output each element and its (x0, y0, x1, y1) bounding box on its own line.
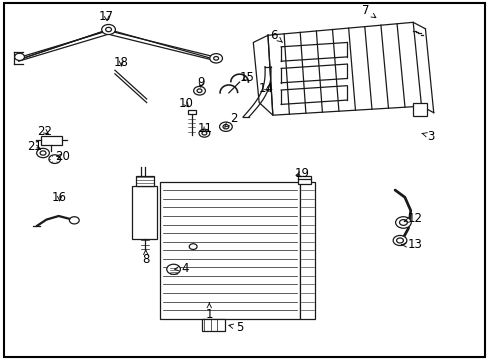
Text: 15: 15 (239, 71, 254, 84)
Bar (299, 182, 315, 319)
Circle shape (102, 24, 115, 35)
Circle shape (105, 27, 111, 32)
Circle shape (69, 217, 79, 224)
Text: 2: 2 (224, 112, 237, 127)
Text: 13: 13 (401, 238, 421, 251)
Text: 20: 20 (55, 150, 70, 163)
Bar (160, 182, 299, 319)
Text: 10: 10 (178, 97, 193, 110)
Text: 4: 4 (174, 262, 188, 275)
Bar (132, 186, 157, 239)
Circle shape (202, 131, 206, 135)
Bar (298, 176, 310, 184)
Text: 9: 9 (197, 76, 205, 89)
Circle shape (189, 244, 197, 249)
Circle shape (40, 151, 46, 155)
Text: 14: 14 (259, 82, 273, 95)
Circle shape (223, 125, 228, 129)
Circle shape (209, 54, 222, 63)
Text: 16: 16 (52, 191, 67, 204)
Text: 3: 3 (421, 130, 434, 143)
Text: 11: 11 (198, 122, 212, 135)
Text: 21: 21 (27, 140, 41, 153)
Text: 1: 1 (205, 303, 213, 321)
Circle shape (37, 148, 49, 158)
Circle shape (396, 238, 403, 243)
Bar (136, 176, 153, 186)
Bar (41, 136, 62, 145)
Circle shape (219, 122, 232, 131)
Text: 19: 19 (294, 167, 309, 180)
Circle shape (193, 86, 205, 95)
Circle shape (197, 89, 202, 93)
Circle shape (395, 217, 410, 228)
Bar (202, 319, 225, 331)
Circle shape (49, 155, 61, 163)
Text: 12: 12 (403, 212, 421, 225)
Circle shape (213, 57, 218, 60)
Text: 6: 6 (269, 29, 282, 42)
Bar (187, 110, 195, 114)
Text: 17: 17 (99, 10, 114, 23)
Text: 7: 7 (361, 4, 375, 18)
Text: 22: 22 (38, 125, 52, 138)
Circle shape (15, 53, 24, 60)
Circle shape (399, 220, 407, 225)
Bar (412, 103, 426, 116)
Circle shape (199, 129, 209, 137)
Text: 18: 18 (114, 57, 128, 69)
Text: 5: 5 (228, 321, 243, 334)
Text: 8: 8 (142, 250, 149, 266)
Circle shape (166, 264, 180, 274)
Circle shape (392, 235, 406, 246)
